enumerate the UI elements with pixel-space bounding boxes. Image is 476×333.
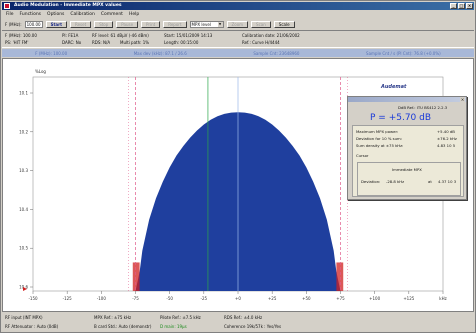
start-button[interactable]: Start bbox=[45, 20, 67, 28]
info-reference: Ref.: Curve H/4444 bbox=[242, 40, 280, 45]
result-value: ±76.2 kHz bbox=[437, 136, 457, 141]
cursor-box: Immediate MPX Deviation: -28.8 kHz at 4.… bbox=[357, 162, 461, 196]
mpx-power-panel[interactable]: × DdB Ref.: ITU BS412 2.2.3 P = +5.70 dB… bbox=[347, 96, 467, 200]
cursor-mode: Immediate MPX bbox=[392, 167, 422, 172]
x-tick-label: +50 bbox=[302, 296, 311, 301]
status-coherence: Coherence 19k/57k : Yes/Yes bbox=[224, 324, 282, 329]
info-length: Length: 00:15:00 bbox=[164, 40, 199, 45]
param-sample-rate: Sample Cnt / s (Pl Cnt): 76.8 (+0.0%) bbox=[366, 50, 441, 56]
info-pi: PI: FE1A bbox=[62, 33, 79, 38]
result-label: Maximum MPX power: bbox=[356, 129, 399, 134]
status-b-card: B card Std.: Auto (demonstr) bbox=[94, 324, 152, 329]
menu-functions[interactable]: Functions bbox=[19, 12, 42, 17]
status-mpx-ref: MPX Ref.: ±75 kHz bbox=[94, 315, 132, 320]
chevron-down-icon: ▼ bbox=[217, 21, 223, 27]
minimize-button[interactable]: _ bbox=[450, 3, 457, 9]
y-tick-label: 10.6 bbox=[19, 285, 28, 290]
report-button[interactable]: Report bbox=[163, 20, 187, 28]
deviation-at-value: 4.37 10 3 bbox=[438, 179, 457, 184]
x-tick-label: -150 bbox=[28, 296, 38, 301]
status-rf-input: RF input (INT MPX) bbox=[5, 315, 43, 320]
status-pilote-ref: Pilote Ref.: ±7.5 kHz bbox=[160, 315, 201, 320]
status-rf-attenuator: RF Attenuator : Auto (0dB) bbox=[5, 324, 59, 329]
deviation-label: Deviation: bbox=[361, 179, 381, 184]
info-darc: DARC: No bbox=[62, 40, 82, 45]
frequency-field[interactable]: 100.00 bbox=[24, 20, 43, 28]
close-button[interactable]: × bbox=[466, 3, 473, 9]
info-calibration: Calibration date: 21/06/2002 bbox=[242, 33, 300, 38]
info-panel: F (MHz): 100.00 PI: FE1A RF level: 61 dB… bbox=[2, 30, 474, 48]
x-tick-label: +125 bbox=[403, 296, 414, 301]
param-sample-count: Sample Cnt: 23648960 bbox=[253, 50, 300, 56]
scale-marker-icon bbox=[23, 287, 27, 291]
parameter-bar: F (MHz): 100.00 Max dev (kHz): 87.1 / 26… bbox=[2, 49, 474, 57]
x-tick-label: -50 bbox=[166, 296, 173, 301]
x-tick-label: -25 bbox=[201, 296, 208, 301]
x-tick-label: +75 bbox=[336, 296, 345, 301]
maximize-button[interactable]: □ bbox=[458, 3, 465, 9]
window-title: Audio Modulation - Immediate MPX values bbox=[14, 3, 122, 8]
y-tick-label: 10.3 bbox=[19, 168, 28, 173]
panel-reference: DdB Ref.: ITU BS412 2.2.3 bbox=[398, 105, 448, 110]
info-start: Start: 15/01/2009 14:13 bbox=[164, 33, 213, 38]
x-tick-label: kHz bbox=[439, 296, 446, 301]
result-value: 4.83 10 5 bbox=[437, 143, 456, 148]
toolbar: F (MHz): 100.00 Start Reset Stop Pause P… bbox=[2, 19, 474, 29]
info-rds: RDS: N/A bbox=[92, 40, 111, 45]
cursor-label: Cursor bbox=[356, 153, 369, 158]
menu-file[interactable]: File bbox=[6, 12, 14, 17]
frequency-label: F (MHz): bbox=[5, 21, 22, 27]
print-button[interactable]: Print bbox=[141, 20, 161, 28]
scan-button[interactable]: Scan bbox=[251, 20, 271, 28]
x-tick-label: +100 bbox=[369, 296, 380, 301]
reset-button[interactable]: Reset bbox=[70, 20, 92, 28]
param-frequency: F (MHz): 100.00 bbox=[35, 50, 68, 56]
menu-bar: File Functions Options Calibration Comme… bbox=[2, 11, 474, 18]
x-tick-label: -125 bbox=[63, 296, 73, 301]
menu-options[interactable]: Options bbox=[47, 12, 65, 17]
result-label: Deviation for 10 % sum: bbox=[356, 136, 403, 141]
info-ps: PS: 'HIT FM' bbox=[5, 40, 29, 45]
mode-select[interactable]: MPX level ▼ bbox=[189, 20, 224, 28]
menu-help[interactable]: Help bbox=[128, 12, 140, 17]
x-tick-label: -100 bbox=[97, 296, 107, 301]
param-max-deviation: Max dev (kHz): 87.1 / 26.6 bbox=[133, 50, 187, 56]
info-rf-level: RF level: 61 dBµV (-46 dBm) bbox=[92, 33, 149, 38]
status-bar: RF input (INT MPX) MPX Ref.: ±75 kHz Pil… bbox=[2, 313, 474, 333]
panel-results-box: Maximum MPX power: +5.40 dB Deviation fo… bbox=[352, 125, 464, 197]
deviation-at: at bbox=[428, 179, 432, 184]
menu-comment[interactable]: Comment bbox=[100, 12, 123, 17]
info-frequency: F (MHz): 100.00 bbox=[5, 33, 37, 38]
info-multipath: Multi path: 1% bbox=[120, 40, 150, 45]
x-tick-label: -75 bbox=[132, 296, 139, 301]
close-icon[interactable]: × bbox=[460, 97, 465, 102]
result-label: Sum density at ±75 kHz: bbox=[356, 143, 404, 148]
y-axis-label: %Log bbox=[35, 69, 46, 74]
mode-select-value: MPX level bbox=[191, 21, 211, 27]
y-tick-label: 10.5 bbox=[19, 246, 28, 251]
panel-title-bar[interactable]: × bbox=[348, 97, 466, 102]
title-bar: Audio Modulation - Immediate MPX values … bbox=[2, 2, 474, 10]
status-d-main: D main: 19µs bbox=[160, 324, 187, 329]
x-tick-label: +0 bbox=[235, 296, 241, 301]
audemat-logo: Audemat bbox=[381, 84, 407, 90]
zoom-button[interactable]: Zoom bbox=[226, 20, 249, 28]
pause-button[interactable]: Pause bbox=[116, 20, 139, 28]
y-tick-label: 10.1 bbox=[19, 91, 28, 96]
x-tick-label: +25 bbox=[268, 296, 277, 301]
status-rds-ref: RDS Ref.: ±4.0 kHz bbox=[224, 315, 263, 320]
result-value: +5.40 dB bbox=[437, 129, 455, 134]
menu-calibration[interactable]: Calibration bbox=[70, 12, 95, 17]
left-edge-fringe bbox=[132, 262, 140, 291]
y-tick-label: 10.2 bbox=[19, 129, 28, 134]
scale-button[interactable]: Scale bbox=[273, 20, 295, 28]
mpx-power-value: P = +5.70 dB bbox=[370, 113, 432, 123]
app-icon bbox=[4, 3, 10, 9]
deviation-value: -28.8 kHz bbox=[386, 179, 405, 184]
y-tick-label: 10.4 bbox=[19, 207, 28, 212]
right-edge-fringe bbox=[336, 262, 344, 291]
stop-button[interactable]: Stop bbox=[94, 20, 114, 28]
